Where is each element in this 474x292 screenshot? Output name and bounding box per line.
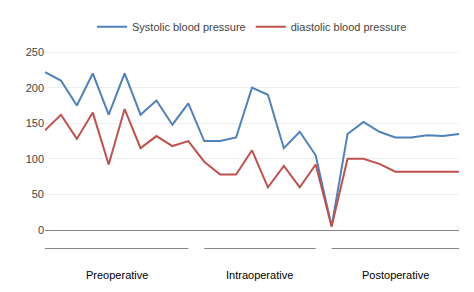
svg-text:50: 50: [32, 188, 44, 200]
svg-text:diastolic blood pressure: diastolic blood pressure: [291, 21, 407, 33]
svg-text:0: 0: [38, 224, 44, 236]
svg-text:Systolic blood pressure: Systolic blood pressure: [132, 21, 246, 33]
svg-text:Preoperative: Preoperative: [86, 269, 148, 281]
svg-text:Intraoperative: Intraoperative: [226, 269, 293, 281]
svg-text:100: 100: [26, 153, 44, 165]
svg-text:Postoperative: Postoperative: [362, 269, 429, 281]
svg-text:150: 150: [26, 117, 44, 129]
svg-text:250: 250: [26, 46, 44, 58]
svg-text:200: 200: [26, 82, 44, 94]
